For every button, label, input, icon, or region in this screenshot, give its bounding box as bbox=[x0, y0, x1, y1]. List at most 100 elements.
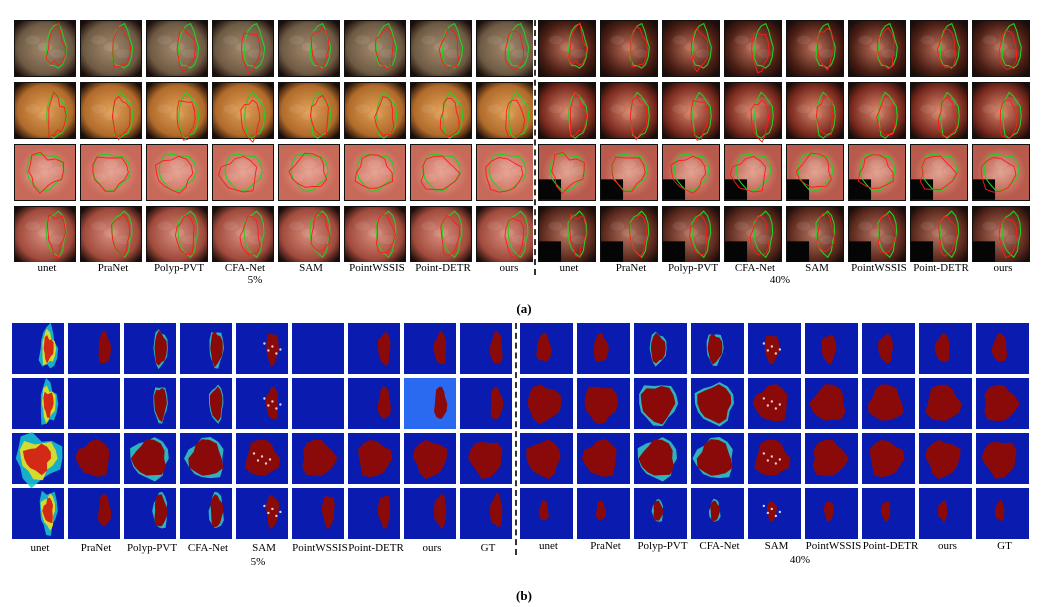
patch-a-left-r3-c4 bbox=[278, 206, 340, 262]
patch-b-right-r3-c7 bbox=[919, 488, 972, 539]
patch-a-right-r2-c3 bbox=[724, 144, 782, 201]
method-label: unet bbox=[559, 262, 579, 274]
patch-b-right-r1-c2 bbox=[634, 378, 687, 429]
patch-a-right-r3-c2 bbox=[662, 206, 720, 262]
patch-b-left-r0-c5 bbox=[292, 323, 344, 374]
patch-b-left-r1-c1 bbox=[68, 378, 120, 429]
method-label: Point-DETR bbox=[862, 540, 919, 552]
patch-a-left-r1-c5 bbox=[344, 82, 406, 139]
method-label: PointWSSIS bbox=[805, 540, 862, 552]
patch-b-left-r3-c1 bbox=[68, 488, 120, 539]
patch-b-left-r0-c2 bbox=[124, 323, 176, 374]
method-label: Polyp-PVT bbox=[126, 542, 178, 554]
patch-a-left-r2-c5 bbox=[344, 144, 406, 201]
patch-b-right-r3-c3 bbox=[691, 488, 744, 539]
method-label: PraNet bbox=[590, 540, 621, 552]
patch-a-right-r0-c2 bbox=[662, 20, 720, 77]
patch-b-left-r2-c6 bbox=[348, 433, 400, 484]
method-label: SAM bbox=[764, 540, 789, 552]
patch-b-right-r1-c5 bbox=[805, 378, 858, 429]
patch-a-left-r3-c2 bbox=[146, 206, 208, 262]
patch-b-left-r3-c0 bbox=[12, 488, 64, 539]
patch-a-right-r1-c1 bbox=[600, 82, 658, 141]
patch-a-left-r2-c6 bbox=[410, 144, 472, 201]
patch-b-right-r3-c8 bbox=[976, 488, 1029, 539]
patch-a-left-r3-c5 bbox=[344, 206, 406, 262]
patch-b-left-r1-c7 bbox=[404, 378, 456, 429]
patch-b-left-r3-c2 bbox=[124, 488, 176, 539]
patch-b-right-r3-c6 bbox=[862, 488, 915, 539]
patch-a-left-r1-c1 bbox=[80, 82, 142, 141]
patch-b-right-r1-c7 bbox=[919, 378, 972, 429]
patch-b-left-r0-c3 bbox=[180, 323, 232, 374]
patch-a-left-r3-c1 bbox=[80, 206, 142, 262]
patch-a-left-r0-c4 bbox=[278, 20, 340, 77]
panel-a-caption: (a) bbox=[516, 301, 532, 316]
patch-b-right-r2-c8 bbox=[976, 433, 1029, 484]
patch-a-left-r2-c0 bbox=[14, 144, 76, 201]
patch-b-right-r0-c8 bbox=[976, 323, 1029, 374]
patch-b-left-r2-c3 bbox=[180, 433, 232, 484]
patch-b-right-r0-c6 bbox=[862, 323, 915, 374]
patch-a-right-r0-c4 bbox=[786, 20, 844, 77]
patch-a-right-r1-c5 bbox=[848, 82, 906, 140]
patch-b-right-r0-c2 bbox=[634, 323, 687, 374]
patch-b-left-r1-c6 bbox=[348, 378, 400, 429]
patch-b-left-r3-c5 bbox=[292, 488, 344, 539]
method-label: GT bbox=[997, 540, 1012, 552]
patch-a-right-r0-c1 bbox=[600, 20, 658, 77]
method-label: CFA-Net bbox=[734, 262, 776, 274]
patch-a-right-r0-c3 bbox=[724, 20, 782, 77]
patch-b-right-r3-c2 bbox=[634, 488, 687, 539]
method-label: Polyp-PVT bbox=[153, 262, 205, 274]
patch-a-left-r0-c2 bbox=[146, 20, 208, 77]
method-label: CFA-Net bbox=[224, 262, 266, 274]
patch-b-right-r2-c3 bbox=[691, 433, 744, 484]
method-label: PraNet bbox=[80, 542, 112, 554]
patch-b-left-r1-c8 bbox=[460, 378, 512, 429]
method-label: unet bbox=[37, 262, 57, 274]
patch-a-right-r1-c0 bbox=[538, 82, 596, 140]
patch-a-right-r2-c2 bbox=[662, 144, 720, 201]
patch-b-right-r2-c0 bbox=[520, 433, 573, 484]
patch-a-left-r3-c6 bbox=[410, 206, 472, 262]
patch-b-right-r2-c5 bbox=[805, 433, 858, 484]
patch-a-left-r3-c7 bbox=[476, 206, 533, 262]
patch-a-left-r3-c3 bbox=[212, 206, 274, 262]
patch-b-left-r1-c5 bbox=[292, 378, 344, 429]
panel-a-right-grid bbox=[538, 20, 1030, 262]
patch-a-right-r0-c5 bbox=[848, 20, 906, 77]
patch-a-right-r2-c6 bbox=[910, 144, 968, 201]
panel-a-left-setting: 5% bbox=[247, 274, 263, 286]
patch-a-left-r1-c6 bbox=[410, 82, 472, 139]
patch-b-left-r0-c8 bbox=[460, 323, 512, 374]
patch-b-right-r0-c3 bbox=[691, 323, 744, 374]
patch-a-right-r3-c4 bbox=[786, 206, 844, 262]
patch-a-left-r2-c2 bbox=[146, 144, 208, 201]
patch-b-right-r1-c0 bbox=[520, 378, 573, 429]
method-label: Polyp-PVT bbox=[667, 262, 719, 274]
patch-b-right-r1-c6 bbox=[862, 378, 915, 429]
patch-a-right-r1-c3 bbox=[724, 82, 782, 143]
panel-b-left-setting: 5% bbox=[250, 556, 266, 568]
patch-a-left-r0-c1 bbox=[80, 20, 142, 77]
method-label: ours bbox=[499, 262, 519, 274]
patch-a-left-r2-c1 bbox=[80, 144, 142, 201]
patch-b-right-r1-c8 bbox=[976, 378, 1029, 429]
patch-b-right-r0-c0 bbox=[520, 323, 573, 374]
patch-b-right-r2-c2 bbox=[634, 433, 687, 484]
patch-b-right-r3-c1 bbox=[577, 488, 630, 539]
patch-b-left-r2-c0 bbox=[12, 432, 64, 489]
patch-a-right-r3-c6 bbox=[910, 206, 968, 262]
patch-a-right-r1-c6 bbox=[910, 82, 968, 140]
patch-a-left-r2-c4 bbox=[278, 144, 340, 201]
patch-a-right-r3-c0 bbox=[538, 206, 596, 262]
patch-a-right-r2-c1 bbox=[600, 144, 658, 201]
method-label: Point-DETR bbox=[913, 262, 969, 274]
patch-b-left-r3-c4 bbox=[236, 488, 288, 539]
patch-b-right-r3-c0 bbox=[520, 488, 573, 539]
patch-b-left-r0-c7 bbox=[404, 323, 456, 374]
patch-a-left-r0-c0 bbox=[14, 20, 76, 77]
method-label: PointWSSIS bbox=[292, 542, 348, 554]
